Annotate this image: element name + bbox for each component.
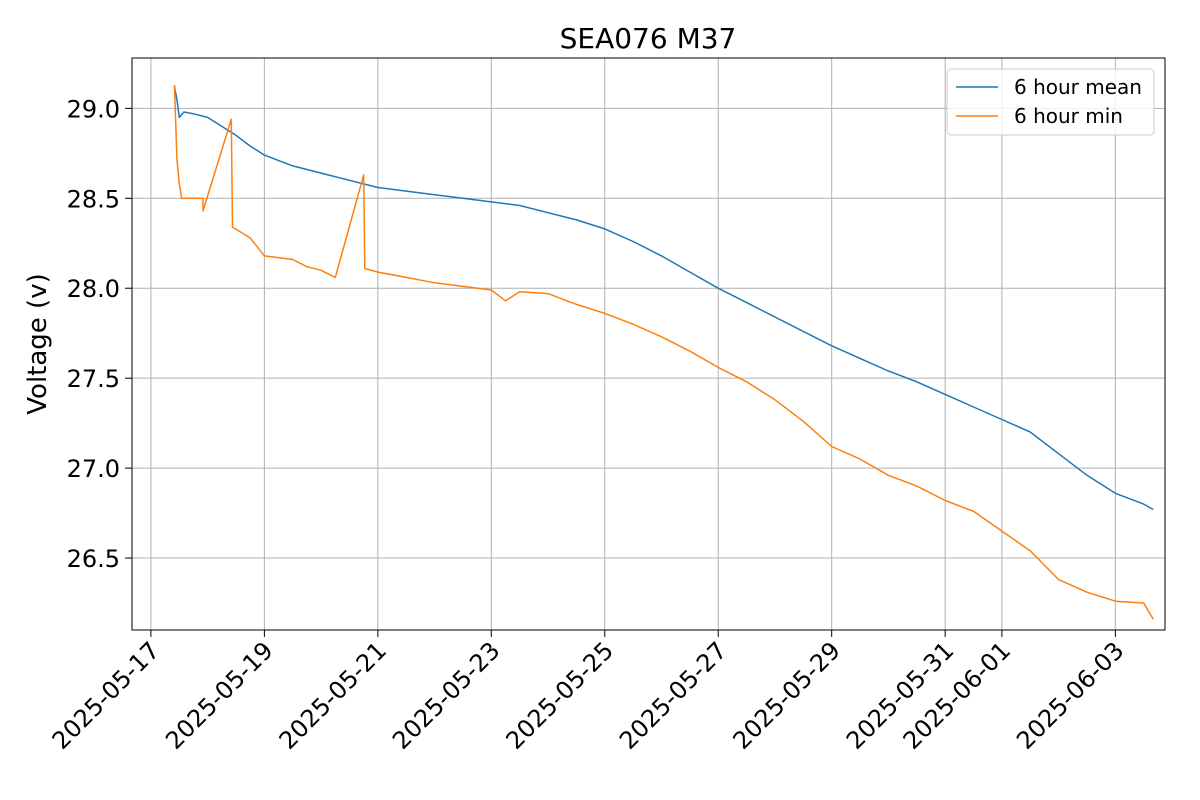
y-tick-label: 26.5 xyxy=(67,545,120,573)
legend-box xyxy=(946,68,1155,136)
series-line-mean xyxy=(173,86,1154,511)
y-tick-label: 28.5 xyxy=(67,185,120,213)
x-tick-label: 2025-05-21 xyxy=(274,636,392,754)
chart-title: SEA076 M37 xyxy=(560,22,737,55)
series-layer xyxy=(173,84,1154,620)
plot-area-frame xyxy=(131,57,1166,631)
x-tick-label: 2025-05-25 xyxy=(501,636,619,754)
series-line-min xyxy=(173,84,1154,620)
x-tick-label: 2025-05-17 xyxy=(47,636,165,754)
y-tick-label: 27.5 xyxy=(67,365,120,393)
grid-layer xyxy=(132,58,1165,630)
y-tick-layer: 26.5 27.0 27.5 28.0 28.5 29.0 xyxy=(67,95,132,573)
legend: 6 hour mean 6 hour min xyxy=(946,68,1155,136)
x-tick-label: 2025-06-03 xyxy=(1011,636,1129,754)
x-tick-label: 2025-05-29 xyxy=(728,636,846,754)
y-axis-label: Voltage (v) xyxy=(23,273,53,414)
y-tick-label: 27.0 xyxy=(67,455,120,483)
y-tick-label: 29.0 xyxy=(67,95,120,123)
legend-label: 6 hour mean xyxy=(1014,75,1142,99)
legend-label: 6 hour min xyxy=(1014,104,1123,128)
y-tick-label: 28.0 xyxy=(67,275,120,303)
x-tick-label: 2025-05-19 xyxy=(160,636,278,754)
x-tick-label: 2025-05-27 xyxy=(614,636,732,754)
x-tick-layer: 2025-05-172025-05-192025-05-212025-05-23… xyxy=(47,630,1130,755)
x-tick-label: 2025-05-23 xyxy=(387,636,505,754)
